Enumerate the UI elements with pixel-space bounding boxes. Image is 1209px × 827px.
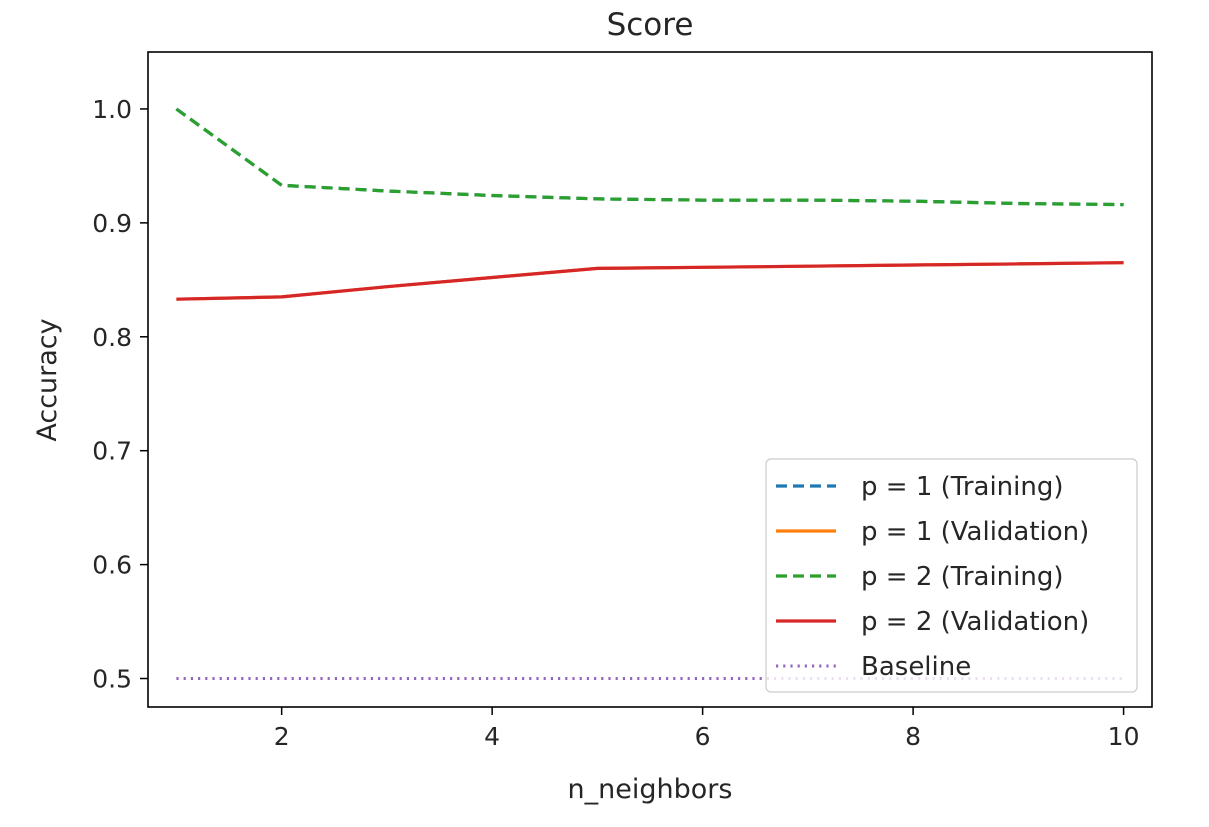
y-tick-label-1: 0.5 xyxy=(92,665,132,694)
y-tick-label-3: 0.7 xyxy=(92,437,132,466)
x-tick-label-2: 4 xyxy=(484,722,500,751)
x-tick-label-1: 2 xyxy=(274,722,290,751)
legend: p = 1 (Training) p = 1 (Validation) p = 2 … xyxy=(765,458,1138,693)
legend-label-4: p = 2 (Validation) xyxy=(861,607,1089,637)
x-axis-label: n_neighbors xyxy=(568,774,733,805)
legend-label-5: Baseline xyxy=(861,652,971,682)
series-line-4 xyxy=(176,261,1124,301)
x-tick-label-5: 10 xyxy=(1108,722,1140,751)
y-tick-label-2: 0.6 xyxy=(92,551,132,580)
y-tick-label-4: 0.8 xyxy=(92,323,132,352)
x-tick-label-4: 8 xyxy=(905,722,921,751)
chart-title: Score xyxy=(607,7,694,43)
legend-label-2: p = 1 (Validation) xyxy=(861,517,1089,547)
plot-area xyxy=(175,107,1124,680)
axis-ticks: 2 4 6 8 10 0.5 0.6 0.7 0.8 0.9 1.0 xyxy=(92,95,1139,751)
legend-box xyxy=(765,458,1138,693)
legend-label-1: p = 1 (Training) xyxy=(861,472,1064,502)
y-tick-label-5: 0.9 xyxy=(92,209,132,238)
legend-label-3: p = 2 (Training) xyxy=(861,562,1064,592)
y-axis-label: Accuracy xyxy=(32,318,63,441)
series-line-3 xyxy=(175,107,1124,207)
y-tick-label-6: 1.0 xyxy=(92,95,132,124)
plot-frame xyxy=(147,51,1153,708)
x-tick-label-3: 6 xyxy=(695,722,711,751)
